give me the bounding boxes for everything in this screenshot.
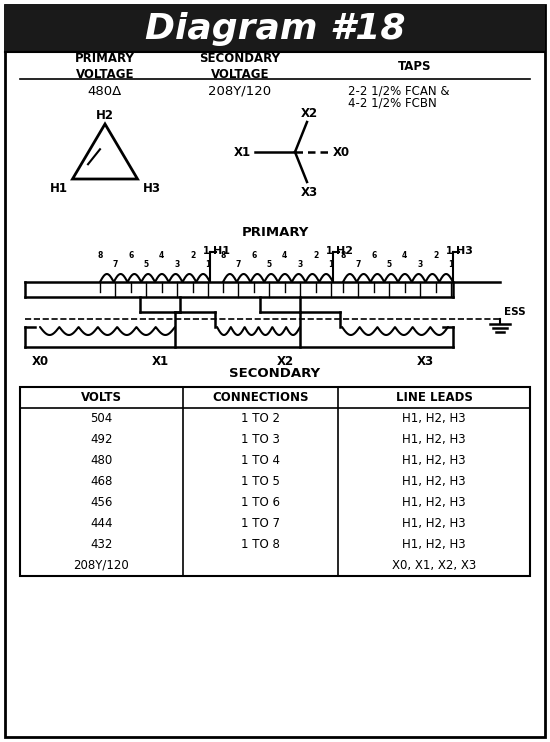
Text: 480Δ: 480Δ: [88, 85, 122, 97]
Text: 1 TO 4: 1 TO 4: [241, 454, 280, 467]
Text: Diagram #18: Diagram #18: [145, 12, 405, 46]
Text: 7: 7: [113, 260, 118, 269]
Text: H1, H2, H3: H1, H2, H3: [402, 412, 466, 425]
Text: H3: H3: [142, 182, 161, 195]
Text: 3: 3: [298, 260, 302, 269]
Text: X2: X2: [300, 107, 317, 120]
Text: 6: 6: [128, 251, 134, 260]
Text: 2: 2: [190, 251, 195, 260]
Text: 5: 5: [267, 260, 272, 269]
Text: 6: 6: [251, 251, 256, 260]
Text: H1, H2, H3: H1, H2, H3: [402, 454, 466, 467]
Text: H3: H3: [456, 246, 473, 256]
Text: 1: 1: [448, 260, 454, 269]
Text: 2: 2: [313, 251, 318, 260]
Text: 444: 444: [90, 517, 113, 530]
Text: X0, X1, X2, X3: X0, X1, X2, X3: [392, 559, 476, 572]
Text: 432: 432: [90, 538, 113, 551]
Text: 1: 1: [328, 260, 334, 269]
Text: 3: 3: [174, 260, 180, 269]
Text: X1: X1: [151, 355, 168, 368]
Text: 504: 504: [90, 412, 113, 425]
Text: 3: 3: [417, 260, 423, 269]
Text: 6: 6: [371, 251, 377, 260]
Text: 5: 5: [144, 260, 149, 269]
Text: PRIMARY
VOLTAGE: PRIMARY VOLTAGE: [75, 51, 135, 80]
Bar: [5, 5, 545, 52]
Text: 1 TO 2: 1 TO 2: [241, 412, 280, 425]
Bar: [20, 387, 530, 576]
Text: 4: 4: [159, 251, 164, 260]
Text: X1: X1: [234, 145, 251, 159]
Text: 4: 4: [282, 251, 287, 260]
Text: H1, H2, H3: H1, H2, H3: [402, 538, 466, 551]
Text: 1: 1: [326, 246, 332, 256]
Text: 2-2 1/2% FCAN &: 2-2 1/2% FCAN &: [348, 85, 449, 97]
Text: 1 TO 3: 1 TO 3: [241, 433, 280, 446]
Text: VOLTS: VOLTS: [81, 391, 122, 404]
Text: 492: 492: [90, 433, 113, 446]
Text: X3: X3: [300, 186, 317, 199]
Text: 5: 5: [387, 260, 392, 269]
Text: H1, H2, H3: H1, H2, H3: [402, 475, 466, 488]
Text: 7: 7: [356, 260, 361, 269]
Text: 8: 8: [340, 251, 346, 260]
Text: 8: 8: [97, 251, 103, 260]
Text: CONNECTIONS: CONNECTIONS: [212, 391, 309, 404]
Text: 1: 1: [202, 246, 210, 256]
Text: SECONDARY
VOLTAGE: SECONDARY VOLTAGE: [200, 51, 280, 80]
Text: H2: H2: [96, 109, 114, 122]
Text: ESS: ESS: [504, 307, 526, 317]
Text: X2: X2: [277, 355, 294, 368]
Text: TAPS: TAPS: [398, 59, 432, 73]
Text: H1: H1: [50, 182, 68, 195]
Text: 7: 7: [236, 260, 241, 269]
Text: PRIMARY: PRIMARY: [241, 226, 309, 238]
Text: 8: 8: [221, 251, 225, 260]
Text: 468: 468: [90, 475, 113, 488]
Text: X0: X0: [31, 355, 48, 368]
Text: 2: 2: [433, 251, 438, 260]
Text: 1 TO 7: 1 TO 7: [241, 517, 280, 530]
Text: 208Y/120: 208Y/120: [74, 559, 129, 572]
Text: 1 TO 6: 1 TO 6: [241, 496, 280, 509]
Text: X0: X0: [333, 145, 350, 159]
Text: H1, H2, H3: H1, H2, H3: [402, 433, 466, 446]
Text: 1 TO 5: 1 TO 5: [241, 475, 280, 488]
Text: H1: H1: [213, 246, 230, 256]
Text: X3: X3: [416, 355, 433, 368]
Text: 1: 1: [205, 260, 211, 269]
Text: 4-2 1/2% FCBN: 4-2 1/2% FCBN: [348, 96, 437, 110]
Text: 208Y/120: 208Y/120: [208, 85, 272, 97]
Text: H1, H2, H3: H1, H2, H3: [402, 496, 466, 509]
Text: 4: 4: [402, 251, 408, 260]
Text: SECONDARY: SECONDARY: [229, 367, 321, 380]
Text: 456: 456: [90, 496, 113, 509]
Text: LINE LEADS: LINE LEADS: [395, 391, 472, 404]
Text: 1: 1: [446, 246, 452, 256]
Text: H2: H2: [336, 246, 353, 256]
Text: 1 TO 8: 1 TO 8: [241, 538, 280, 551]
Text: 480: 480: [90, 454, 113, 467]
Text: H1, H2, H3: H1, H2, H3: [402, 517, 466, 530]
